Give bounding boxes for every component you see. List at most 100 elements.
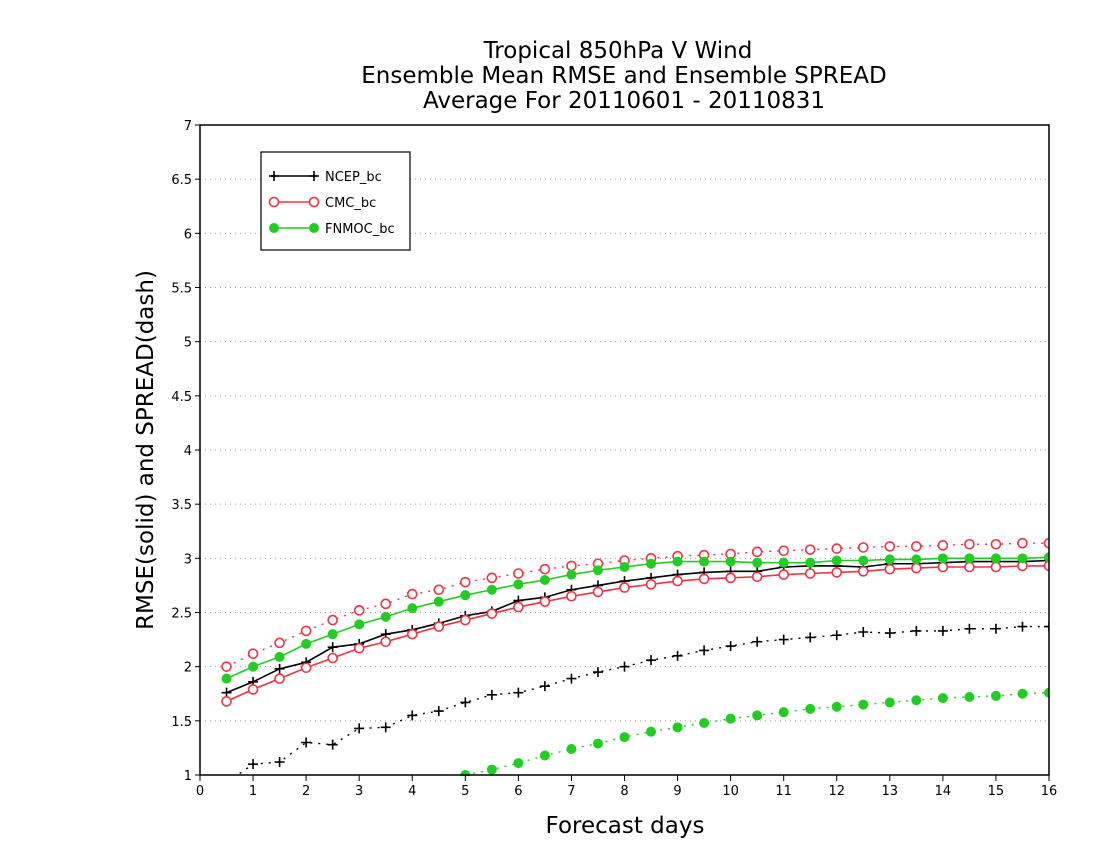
- fnmoc-bc-spread-point: [884, 697, 895, 708]
- fnmoc-bc-rmse-point: [407, 603, 418, 614]
- y-tick-label: 3.5: [171, 498, 192, 513]
- cmc-bc-spread-point: [566, 560, 577, 572]
- fnmoc-bc-rmse-point: [433, 596, 444, 607]
- x-tick-label: 13: [882, 784, 899, 799]
- fnmoc-bc-rmse-point: [699, 556, 710, 567]
- fnmoc-bc-rmse-point: [937, 553, 948, 564]
- fnmoc-bc-spread-point: [937, 693, 948, 704]
- cmc-bc-rmse-point: [513, 601, 524, 613]
- fnmoc-bc-spread-point: [646, 726, 657, 737]
- ncep-bc-spread-point: [619, 661, 630, 672]
- cmc-bc-spread-point: [804, 544, 816, 555]
- ncep-bc-spread-point: [301, 737, 312, 748]
- cmc-bc-rmse-point: [672, 575, 683, 587]
- cmc-bc-spread-point: [486, 572, 498, 584]
- cmc-bc-rmse-point: [937, 561, 949, 573]
- ncep-bc-spread-point: [513, 687, 524, 698]
- ncep-bc-rmse-point: [274, 663, 285, 674]
- fnmoc-bc-rmse-point: [354, 619, 365, 630]
- x-tick-label: 6: [514, 784, 522, 799]
- cmc-bc-spread-point: [1043, 537, 1049, 549]
- legend-box: [260, 151, 411, 251]
- cmc-bc-rmse-point: [353, 642, 365, 654]
- ncep-bc-spread-point: [327, 739, 338, 750]
- ncep-bc-spread-point: [1044, 621, 1049, 632]
- cmc-bc-spread-point: [857, 542, 869, 553]
- ncep-bc-spread-point: [831, 630, 842, 641]
- y-tick-label: 6.5: [171, 173, 192, 188]
- x-tick-label: 2: [302, 784, 310, 799]
- fnmoc-bc-rmse-point: [301, 638, 312, 649]
- ncep-bc-spread-point: [858, 627, 869, 637]
- fnmoc-bc-spread-point: [592, 738, 603, 749]
- ncep-bc-spread-point: [1017, 621, 1028, 632]
- y-tick-label: 1: [184, 769, 192, 784]
- y-tick-label: 7: [184, 119, 192, 134]
- fnmoc-bc-spread-point: [990, 690, 1001, 701]
- legend-marker-fnmoc-bc: [309, 223, 319, 233]
- fnmoc-bc-rmse-point: [752, 557, 763, 568]
- ncep-bc-spread-point: [486, 689, 497, 700]
- ncep-bc-spread-point: [778, 634, 789, 645]
- fnmoc-bc-spread-line: [465, 691, 1049, 776]
- x-tick-label: 7: [567, 784, 575, 799]
- ncep-bc-spread-point: [354, 723, 365, 734]
- x-tick-label: 14: [935, 784, 952, 799]
- legend-marker-fnmoc-bc: [269, 223, 279, 233]
- legend-label-ncep-bc: NCEP_bc: [325, 170, 382, 185]
- cmc-bc-rmse-point: [380, 636, 392, 648]
- fnmoc-bc-rmse-point: [513, 579, 524, 590]
- series-cmc-bc: [221, 537, 1049, 707]
- fnmoc-bc-rmse-point: [1017, 553, 1028, 564]
- cmc-bc-rmse-point: [221, 696, 232, 707]
- ncep-bc-spread-point: [566, 673, 577, 684]
- ncep-bc-spread-point: [725, 641, 736, 652]
- fnmoc-bc-spread-point: [778, 707, 789, 718]
- ncep-bc-spread-line: [234, 625, 1049, 776]
- x-tick-label: 5: [461, 784, 469, 799]
- cmc-bc-rmse-point: [1043, 560, 1049, 572]
- cmc-bc-spread-point: [433, 584, 445, 596]
- x-tick-label: 12: [828, 784, 845, 799]
- y-tick-label: 3: [184, 552, 192, 567]
- cmc-bc-rmse-point: [964, 561, 975, 573]
- legend-marker-cmc-bc: [308, 196, 320, 208]
- x-axis-label: Forecast days: [546, 813, 705, 839]
- fnmoc-bc-spread-point: [566, 744, 577, 754]
- cmc-bc-spread-point: [751, 546, 763, 558]
- x-axis: 0 1 2 3 4 5 6 7 8 9 10 11 12 13 14 15 16: [196, 775, 1057, 799]
- cmc-bc-spread-point: [937, 540, 949, 551]
- fnmoc-bc-spread-point: [486, 764, 497, 775]
- ncep-bc-spread-point: [805, 632, 816, 643]
- x-tick-label: 4: [408, 784, 416, 799]
- y-tick-label: 2: [184, 661, 192, 676]
- fnmoc-bc-rmse-point: [964, 553, 975, 564]
- grid-lines: [200, 178, 1049, 722]
- cmc-bc-rmse-point: [751, 571, 763, 583]
- ncep-bc-spread-point: [990, 623, 1001, 634]
- ncep-bc-spread-point: [380, 722, 391, 733]
- cmc-bc-spread-line: [226, 542, 1049, 668]
- fnmoc-bc-spread-point: [725, 713, 736, 724]
- cmc-bc-spread-point: [831, 543, 843, 554]
- ncep-bc-spread-point: [433, 706, 444, 717]
- chart-title: Tropical 850hPa V Wind Ensemble Mean RMS…: [361, 38, 886, 114]
- y-axis-label: RMSE(solid) and SPREAD(dash): [133, 270, 159, 630]
- x-tick-label: 11: [775, 784, 792, 799]
- cmc-bc-rmse-point: [247, 684, 259, 695]
- cmc-bc-rmse-point: [645, 579, 657, 590]
- ncep-bc-spread-point: [937, 625, 948, 636]
- title-line-2: Ensemble Mean RMSE and Ensemble SPREAD: [361, 63, 886, 89]
- fnmoc-bc-spread-point: [964, 692, 975, 702]
- cmc-bc-rmse-point: [566, 590, 577, 602]
- cmc-bc-rmse-point: [831, 567, 843, 578]
- cmc-bc-spread-point: [247, 648, 259, 659]
- fnmoc-bc-spread-point: [619, 732, 630, 743]
- cmc-bc-spread-point: [221, 661, 232, 672]
- fnmoc-bc-rmse-point: [858, 555, 869, 566]
- title-line-3: Average For 20110601 - 20110831: [423, 88, 825, 114]
- ncep-bc-spread-point: [884, 628, 895, 639]
- cmc-bc-rmse-point: [486, 608, 498, 619]
- cmc-bc-rmse-point: [884, 563, 896, 575]
- cmc-bc-spread-point: [911, 541, 922, 552]
